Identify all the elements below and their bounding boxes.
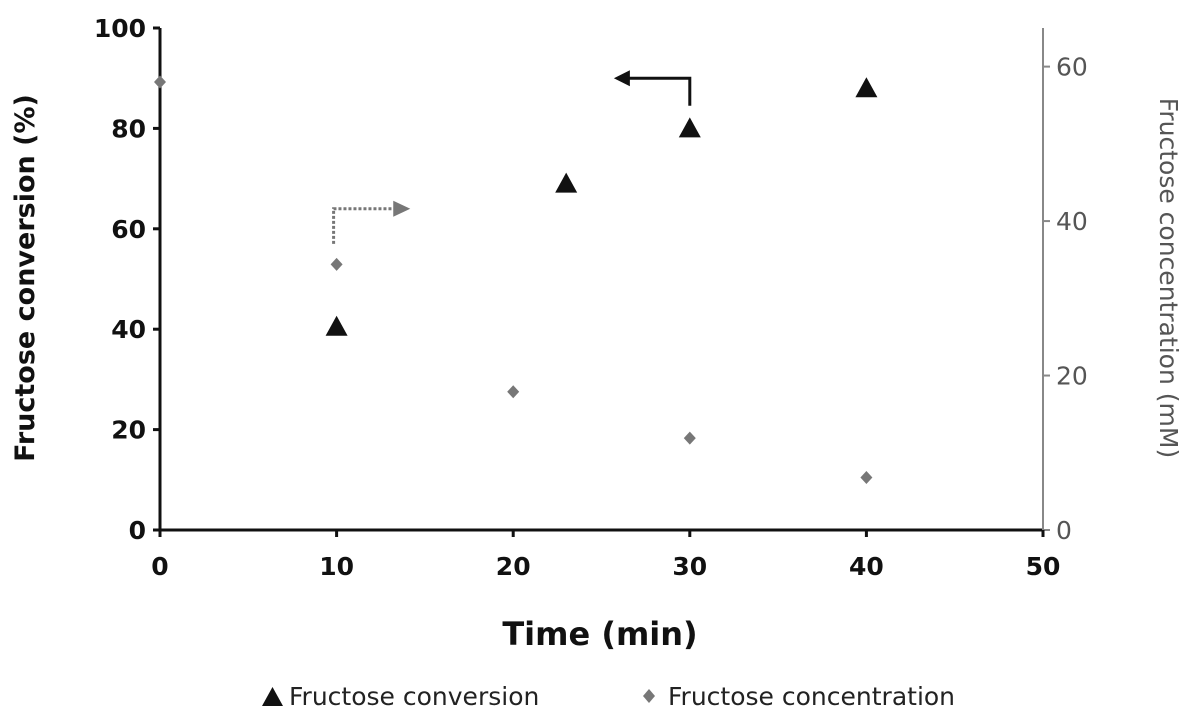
legend-label-conversion: Fructose conversion	[289, 682, 539, 711]
x-tick-label: 50	[1026, 552, 1061, 581]
y-tick-label: 20	[111, 416, 146, 445]
x-tick-label: 10	[319, 552, 354, 581]
arrow-to-left-axis	[613, 70, 692, 106]
y2-tick-label: 0	[1056, 516, 1072, 545]
legend-label-concentration: Fructose concentration	[668, 682, 955, 711]
arrow-to-right-axis	[332, 200, 411, 244]
y-axis-label: Fructose conversion (%)	[10, 94, 41, 462]
conversion-point	[325, 315, 348, 336]
arrow-left-line	[627, 76, 692, 106]
annotation-arrows	[332, 70, 692, 244]
legend-triangle-icon	[262, 687, 283, 706]
legend-item-concentration: Fructose concentration	[643, 682, 955, 711]
concentration-point	[860, 470, 873, 484]
tick-labels: 0 20 40 60 80 100 0 20 40 60 0 10 20 30 40 50	[94, 14, 1088, 581]
y-tick-label: 80	[111, 114, 146, 143]
y2-tick-label: 20	[1056, 362, 1088, 391]
concentration-point	[683, 431, 696, 445]
y2-tick-label: 40	[1056, 207, 1088, 236]
legend-diamond-icon	[643, 689, 655, 703]
x-tick-label: 40	[849, 552, 884, 581]
axes	[153, 26, 1050, 537]
concentration-point	[154, 75, 166, 89]
y-tick-label: 0	[129, 516, 146, 545]
conversion-point	[855, 77, 878, 98]
legend: Fructose conversion Fructose concentrati…	[262, 682, 955, 711]
x-axis-label: Time (min)	[502, 615, 697, 653]
x-tick-label: 20	[496, 552, 531, 581]
concentration-point	[330, 257, 343, 271]
y2-tick-label: 60	[1056, 53, 1088, 82]
y2-axis-label: Fructose concentration (mM)	[1154, 98, 1183, 458]
y-tick-label: 100	[94, 14, 146, 43]
conversion-point	[678, 117, 701, 138]
y-tick-label: 40	[111, 315, 146, 344]
y-tick-label: 60	[111, 215, 146, 244]
arrow-right-head	[393, 200, 411, 217]
x-tick-label: 30	[672, 552, 707, 581]
conversion-point	[555, 172, 578, 193]
x-tick-label: 0	[151, 552, 168, 581]
concentration-point	[507, 385, 520, 399]
legend-item-conversion: Fructose conversion	[262, 682, 539, 711]
arrow-right-line	[332, 207, 396, 244]
arrow-left-head	[613, 70, 630, 87]
data-marks	[154, 75, 878, 484]
